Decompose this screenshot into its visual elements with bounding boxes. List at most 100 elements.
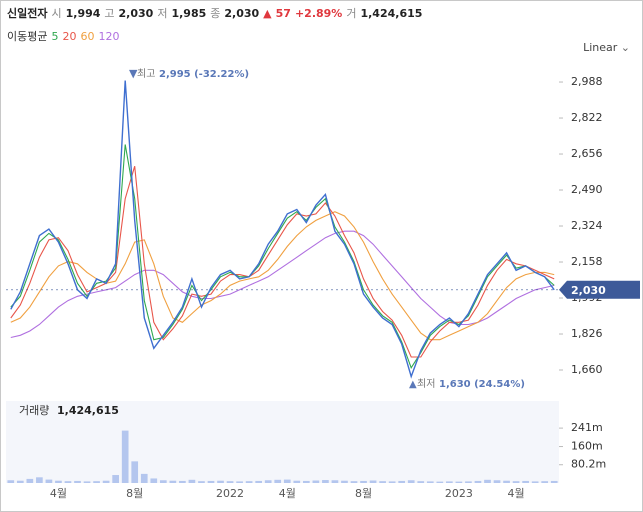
volume-bar bbox=[341, 480, 348, 483]
volume-bar bbox=[522, 480, 529, 483]
volume-bar bbox=[322, 480, 329, 483]
legend-entry: 5 bbox=[51, 29, 59, 43]
high-marker: ▼ bbox=[129, 67, 138, 80]
volume-bar bbox=[45, 479, 53, 483]
x-tick-label: 4월 bbox=[279, 487, 296, 500]
volume-bar bbox=[198, 481, 205, 483]
price-line bbox=[10, 230, 555, 339]
volume-bar bbox=[331, 480, 339, 483]
volume-bar bbox=[426, 481, 434, 483]
low-label: 최저 bbox=[417, 378, 435, 390]
high-value: 2,995 (-32.22%) bbox=[159, 69, 249, 80]
volume-bar bbox=[417, 481, 425, 483]
volume-bar bbox=[140, 473, 148, 483]
volume-value: 1,424,615 bbox=[57, 404, 119, 417]
low-marker: ▲ bbox=[409, 379, 417, 390]
close-label: 종 bbox=[210, 7, 221, 20]
y-tick-label: 2,988 bbox=[571, 75, 603, 88]
price-tag bbox=[559, 280, 640, 299]
volume-label: 거 bbox=[346, 7, 357, 20]
volume-bar bbox=[455, 481, 463, 483]
volume-tick-label: 160m bbox=[571, 440, 603, 453]
y-tick-label: 1,660 bbox=[571, 363, 603, 376]
chevron: ⌄ bbox=[620, 41, 630, 54]
change-pct: +2.89% bbox=[294, 6, 343, 20]
change: 57 bbox=[275, 6, 291, 20]
price-line bbox=[10, 144, 555, 370]
price-line bbox=[10, 80, 555, 379]
volume-tick-label: 80.2m bbox=[571, 458, 606, 471]
volume-bar bbox=[179, 480, 186, 483]
volume-bar bbox=[407, 480, 415, 483]
y-tick-label: 1,826 bbox=[571, 327, 603, 340]
volume-bar bbox=[398, 480, 406, 483]
low-value: 1,630 (24.54%) bbox=[439, 379, 525, 390]
volume-bar bbox=[350, 481, 358, 483]
volume-bar bbox=[255, 480, 263, 483]
price-line bbox=[10, 211, 555, 341]
x-tick-label: 2023 bbox=[445, 487, 473, 500]
volume-bar bbox=[150, 478, 158, 483]
volume-bar bbox=[102, 480, 110, 483]
high-label: 고 bbox=[104, 7, 115, 20]
volume-bar bbox=[503, 480, 510, 483]
volume-bar bbox=[274, 479, 282, 483]
volume-bar bbox=[217, 480, 224, 483]
volume-bar bbox=[446, 481, 453, 483]
volume-bar bbox=[283, 479, 291, 483]
high-label: 최고 bbox=[137, 68, 155, 80]
up-arrow: ▲ bbox=[263, 6, 272, 20]
y-tick-label: 2,656 bbox=[571, 147, 603, 160]
open: 1,994 bbox=[65, 6, 101, 20]
volume-bar bbox=[360, 480, 367, 483]
legend-entry: 120 bbox=[98, 29, 120, 43]
scale-label: Linear bbox=[583, 41, 618, 54]
volume-bar bbox=[36, 477, 43, 483]
volume-bar bbox=[169, 480, 177, 483]
volume-bar bbox=[64, 481, 72, 483]
volume-bar bbox=[74, 480, 81, 483]
legend-title: 이동평균 bbox=[7, 30, 48, 43]
volume-tick-label: 241m bbox=[571, 421, 603, 434]
stock-name: 신일전자 bbox=[7, 7, 48, 20]
x-tick-label: 8월 bbox=[355, 487, 372, 500]
volume-bar bbox=[264, 480, 272, 483]
low-label: 저 bbox=[157, 7, 168, 20]
volume-bar bbox=[245, 481, 253, 483]
volume-bar bbox=[226, 481, 234, 483]
x-tick-label: 2022 bbox=[216, 487, 244, 500]
volume-bar bbox=[7, 480, 15, 483]
volume-bar bbox=[531, 481, 539, 483]
quote-row: 신일전자 시 1,994 고 2,030 저 1,985 종 2,030 ▲ 57 +2.… bbox=[7, 5, 422, 21]
volume-bar bbox=[465, 481, 472, 483]
volume-bar bbox=[379, 481, 386, 483]
price-tag-label: 2,030 bbox=[571, 284, 606, 297]
volume-bar bbox=[16, 480, 24, 483]
volume-bar bbox=[26, 478, 34, 483]
volume-bar bbox=[550, 480, 558, 483]
volume-bar bbox=[541, 481, 549, 483]
volume-bar bbox=[436, 481, 444, 483]
price-line bbox=[10, 166, 555, 358]
legend-entry: 60 bbox=[80, 29, 95, 43]
legend: 이동평균 5 20 60 120 bbox=[7, 28, 119, 44]
open-label: 시 bbox=[51, 7, 62, 20]
volume-bar bbox=[83, 481, 91, 483]
volume-bar bbox=[236, 481, 243, 483]
y-tick-label: 2,822 bbox=[571, 111, 603, 124]
volume-bar bbox=[369, 480, 377, 483]
y-tick-label: 2,324 bbox=[571, 219, 603, 232]
scale-selector[interactable]: Linear ⌄ bbox=[583, 41, 630, 54]
volume-bar bbox=[112, 475, 119, 483]
x-tick-label: 8월 bbox=[126, 487, 143, 500]
x-tick-label: 4월 bbox=[50, 487, 67, 500]
volume-bar bbox=[55, 480, 62, 483]
volume-bar bbox=[512, 481, 520, 483]
volume-bar bbox=[188, 479, 196, 483]
legend-entry: 20 bbox=[62, 29, 77, 43]
low: 1,985 bbox=[171, 6, 207, 20]
volume-bar bbox=[93, 481, 100, 483]
close: 2,030 bbox=[224, 6, 260, 20]
